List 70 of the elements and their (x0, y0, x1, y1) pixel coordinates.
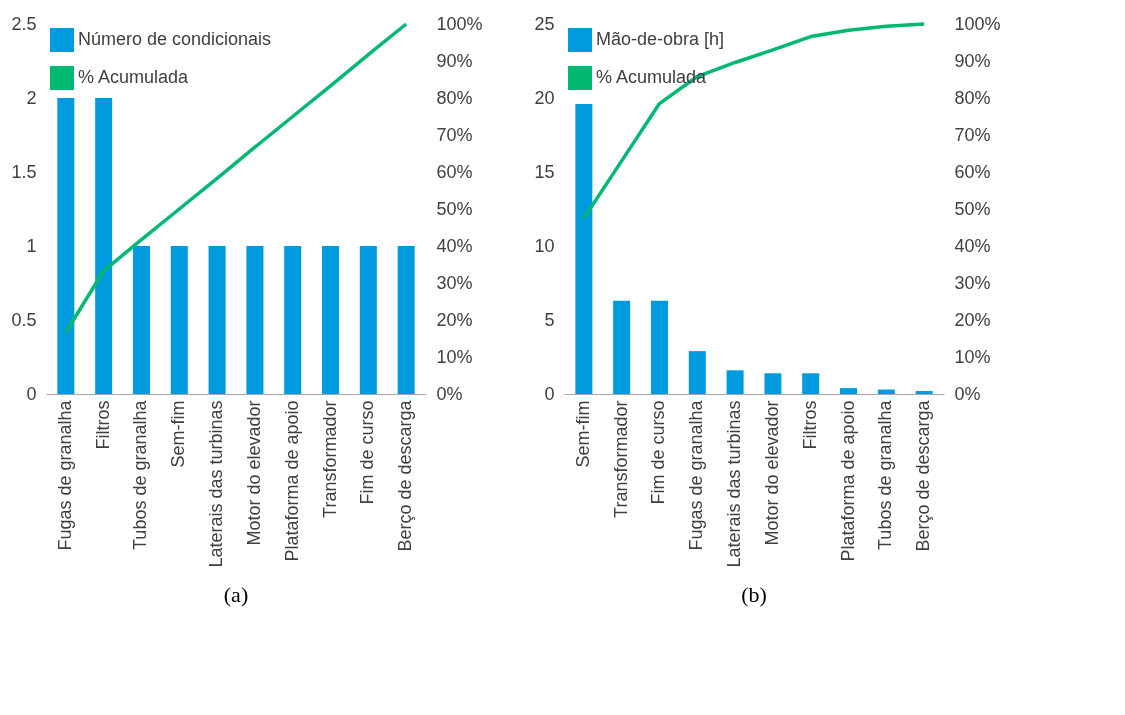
y-tick-label: 20 (534, 87, 555, 108)
x-tick-label: Plataforma de apoio (837, 400, 858, 562)
y-tick-label: 0 (544, 383, 555, 404)
bar (726, 370, 744, 394)
x-tick-label: Sem-fim (572, 400, 593, 468)
y2-tick-label: 40% (954, 235, 991, 256)
y-tick-label: 5 (544, 309, 555, 330)
bar (613, 300, 631, 394)
bar (915, 391, 933, 394)
y2-tick-label: 20% (436, 309, 473, 330)
y2-tick-label: 70% (436, 124, 473, 145)
y2-tick-label: 50% (436, 198, 473, 219)
bar (764, 373, 782, 394)
bar (688, 351, 706, 394)
y2-tick-label: 10% (436, 346, 473, 367)
y2-tick-label: 30% (436, 272, 473, 293)
y2-tick-label: 100% (954, 13, 1001, 34)
x-tick-label: Fim de curso (357, 400, 378, 505)
text: (b) (741, 582, 767, 608)
x-tick-label: Motor do elevador (761, 400, 782, 546)
y-tick-label: 25 (534, 13, 555, 34)
x-tick-label: Tubos de granalha (875, 399, 896, 550)
x-tick-label: Laterais das turbinas (724, 400, 745, 568)
y2-tick-label: 20% (954, 309, 991, 330)
legend-label: % Acumulada (78, 67, 190, 87)
x-tick-label: Fugas de granalha (54, 399, 75, 551)
x-tick-label: Berço de descarga (913, 399, 934, 552)
x-tick-label: Filtros (92, 400, 113, 450)
x-tick-label: Filtros (799, 400, 820, 450)
y-tick-label: 15 (534, 161, 555, 182)
y2-tick-label: 60% (436, 161, 473, 182)
text: (a) (223, 582, 249, 608)
line-series (582, 22, 926, 220)
y-tick-label: 2.5 (11, 13, 37, 34)
x-tick-label: Transformador (319, 400, 340, 518)
legend-label: Número de condicionais (78, 29, 272, 49)
y2-tick-label: 30% (954, 272, 991, 293)
bar (802, 373, 820, 394)
y2-tick-label: 80% (954, 87, 991, 108)
y-tick-label: 1.5 (11, 161, 37, 182)
x-tick-label: Plataforma de apoio (281, 400, 302, 562)
y2-tick-label: 0% (436, 383, 463, 404)
x-tick-label: Fim de curso (648, 400, 669, 505)
y2-tick-label: 60% (954, 161, 991, 182)
y2-tick-label: 90% (436, 50, 473, 71)
y2-tick-label: 100% (436, 13, 483, 34)
x-tick-label: Fugas de granalha (686, 399, 707, 551)
y2-tick-label: 70% (954, 124, 991, 145)
x-tick-label: Laterais das turbinas (206, 400, 227, 568)
x-tick-label: Tubos de granalha (130, 399, 151, 550)
y-tick-label: 0 (26, 383, 37, 404)
x-tick-label: Transformador (610, 400, 631, 518)
bar (840, 388, 858, 394)
bar (575, 103, 593, 394)
y2-tick-label: 40% (436, 235, 473, 256)
y2-tick-label: 10% (954, 346, 991, 367)
legend-label: Mão-de-obra [h] (596, 29, 725, 49)
x-tick-label: Sem-fim (168, 400, 189, 468)
x-tick-label: Berço de descarga (395, 399, 416, 552)
y-tick-label: 10 (534, 235, 555, 256)
y2-tick-label: 80% (436, 87, 473, 108)
y2-tick-label: 0% (954, 383, 981, 404)
x-tick-label: Motor do elevador (243, 400, 264, 546)
bar (650, 300, 668, 394)
y-tick-label: 2 (26, 87, 37, 108)
y2-tick-label: 90% (954, 50, 991, 71)
y2-tick-label: 50% (954, 198, 991, 219)
y-tick-label: 0.5 (11, 309, 37, 330)
line-series (64, 22, 408, 334)
y-tick-label: 1 (26, 235, 37, 256)
